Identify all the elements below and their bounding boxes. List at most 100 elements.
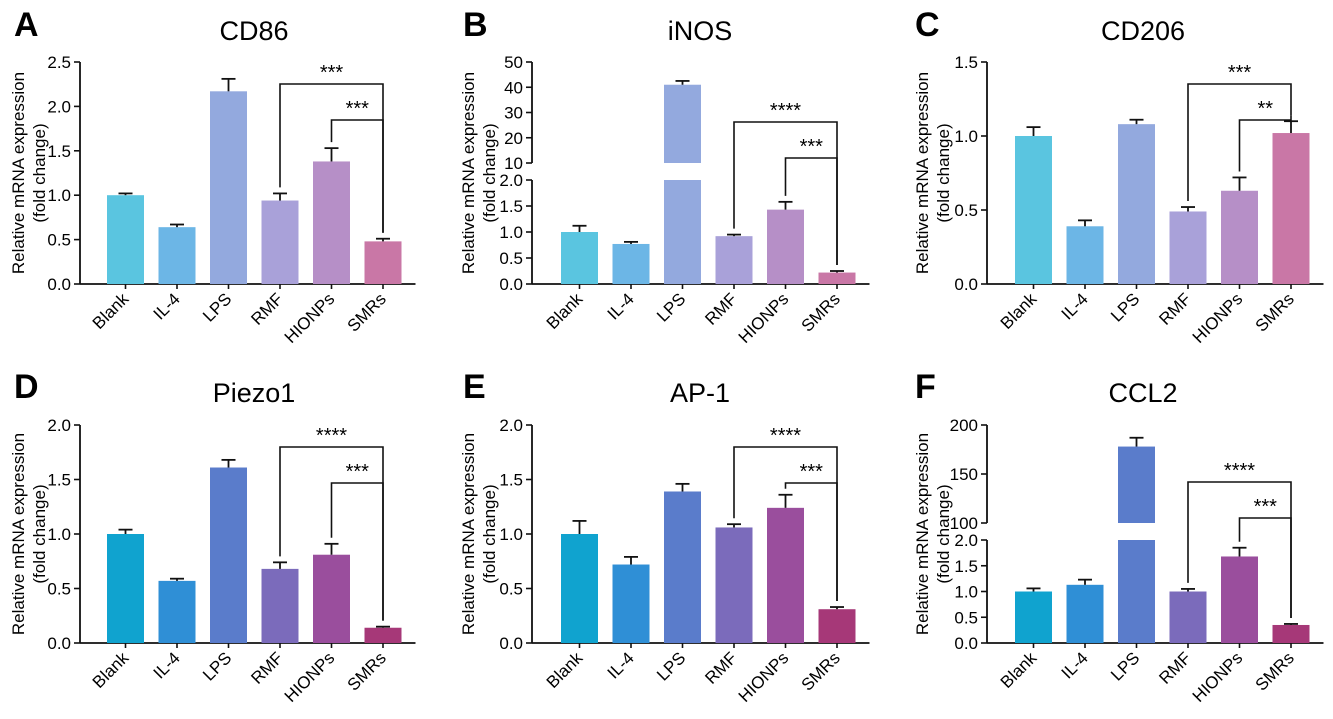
chart-panel-f: F CCL2 Relative mRNA expression (fold chang… [913, 368, 1324, 706]
y-tick-label: 0.5 [47, 580, 71, 599]
panel-letter-f: F [915, 368, 936, 406]
bar-il-4 [612, 243, 650, 284]
y-tick-label-upper: 200 [950, 416, 978, 435]
chart-title: CCL2 [1108, 378, 1177, 408]
significance-label: **** [1224, 460, 1255, 482]
x-tick-label: SMRs [798, 648, 844, 694]
x-tick-label: LPS [1107, 289, 1143, 325]
y-tick-label: 0.5 [47, 231, 71, 250]
x-tick-label: IL-4 [150, 648, 184, 682]
y-axis-label: Relative mRNA expression (fold change) [913, 433, 953, 635]
bar-blank [561, 534, 598, 643]
y-axis-label: Relative mRNA expression (fold change) [9, 72, 49, 274]
x-tick-label: SMRs [1252, 289, 1298, 335]
y-axis-label: Relative mRNA expression (fold change) [9, 433, 49, 635]
bar-hionps [767, 209, 804, 284]
chart-panel-c: C CD206 Relative mRNA expression (fold chan… [913, 6, 1324, 347]
significance-bracket [1238, 517, 1292, 618]
bar-hionps [1221, 190, 1258, 284]
y-axis-label: Relative mRNA expression (fold change) [459, 433, 499, 635]
y-axis-label: Relative mRNA expression (fold change) [459, 72, 499, 274]
significance-label: *** [346, 98, 370, 120]
y-tick-label: 0.0 [954, 634, 978, 653]
bar-smrs [364, 241, 402, 284]
bar-hionps [1221, 556, 1258, 643]
panel-letter-c: C [915, 6, 940, 44]
chart-panel-d: D Piezo1 Relative mRNA expression (fold cha… [9, 368, 416, 706]
bar-il-4 [158, 227, 196, 284]
x-tick-label: Blank [997, 289, 1041, 333]
y-tick-label-upper: 100 [950, 514, 978, 533]
bar-lps-upper [664, 84, 701, 163]
y-tick-label: 1.5 [47, 471, 71, 490]
y-tick-label-upper: 50 [504, 53, 523, 72]
bar-blank [107, 195, 144, 284]
bar-rmf [1169, 211, 1207, 284]
x-tick-label: IL-4 [150, 289, 184, 323]
bar-lps [664, 491, 701, 643]
bar-lps-lower [1118, 540, 1155, 643]
bar-blank [561, 232, 598, 284]
y-tick-label: 2.0 [47, 97, 71, 116]
y-tick-label: 1.5 [499, 197, 523, 216]
significance-label: **** [770, 100, 801, 122]
x-tick-label: SMRs [1252, 648, 1298, 694]
panel-letter-d: D [14, 368, 39, 406]
bar-rmf [1169, 591, 1207, 643]
panel-letter-a: A [14, 6, 39, 44]
y-tick-label: 0.5 [499, 249, 523, 268]
bar-hionps [313, 161, 350, 284]
y-tick-label: 1.0 [47, 186, 71, 205]
significance-label: **** [770, 425, 801, 447]
y-tick-label: 2.0 [499, 416, 523, 435]
significance-label: **** [316, 425, 347, 447]
bar-rmf [261, 568, 299, 643]
y-tick-label: 1.0 [499, 223, 523, 242]
y-axis-label-line2: (fold change) [934, 484, 953, 583]
y-tick-label: 0.5 [954, 608, 978, 627]
x-tick-label: SMRs [344, 648, 390, 694]
bar-rmf [261, 200, 299, 284]
x-tick-label: RMF [701, 289, 740, 328]
x-tick-label: IL-4 [1058, 648, 1092, 682]
y-axis-label-line1: Relative mRNA expression [913, 433, 932, 635]
x-tick-label: IL-4 [604, 648, 638, 682]
y-tick-label: 0.0 [499, 275, 523, 294]
y-axis-label-line1: Relative mRNA expression [459, 72, 478, 274]
x-tick-label: LPS [199, 648, 235, 684]
y-tick-label: 0.5 [499, 580, 523, 599]
y-tick-label: 0.0 [47, 634, 71, 653]
x-tick-label: Blank [89, 289, 133, 333]
x-tick-label: RMF [701, 648, 740, 687]
bar-lps [210, 91, 247, 284]
y-tick-label: 2.0 [954, 531, 978, 550]
bar-il-4 [612, 564, 650, 643]
bar-lps [210, 467, 247, 643]
y-tick-label: 0.0 [954, 275, 978, 294]
y-axis-label-line2: (fold change) [934, 123, 953, 222]
x-tick-label: LPS [653, 648, 689, 684]
x-tick-label: IL-4 [604, 289, 638, 323]
x-tick-label: HIONPs [1189, 289, 1247, 347]
x-tick-label: RMF [247, 289, 286, 328]
significance-label: *** [800, 136, 824, 158]
bar-il-4 [158, 580, 196, 643]
chart-title: CD206 [1101, 16, 1185, 46]
y-tick-label-upper: 40 [504, 78, 523, 97]
x-tick-label: HIONPs [281, 289, 339, 347]
bar-blank [107, 534, 144, 643]
bar-blank [1015, 591, 1052, 643]
panel-letter-b: B [463, 6, 488, 44]
significance-bracket [330, 119, 384, 233]
y-tick-label: 1.0 [954, 127, 978, 146]
significance-bracket [784, 482, 838, 602]
y-tick-label: 1.0 [47, 525, 71, 544]
bar-il-4 [1066, 584, 1104, 643]
y-tick-label-upper: 10 [504, 154, 523, 173]
x-tick-label: LPS [199, 289, 235, 325]
bar-hionps [767, 507, 804, 643]
bar-smrs [818, 272, 856, 284]
y-axis-label-line2: (fold change) [480, 123, 499, 222]
y-tick-label-upper: 150 [950, 465, 978, 484]
